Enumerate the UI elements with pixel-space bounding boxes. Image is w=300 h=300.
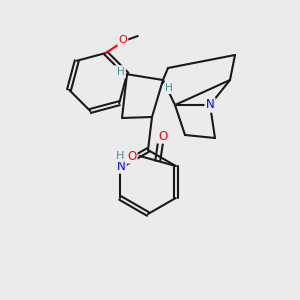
Text: O: O (127, 149, 136, 163)
Text: O: O (118, 35, 127, 45)
Text: H: H (165, 83, 173, 93)
Text: N: N (117, 160, 126, 172)
Text: N: N (206, 98, 214, 112)
Text: H: H (115, 66, 123, 76)
Text: O: O (158, 130, 167, 142)
Text: H: H (117, 67, 125, 77)
Text: H: H (116, 151, 124, 161)
